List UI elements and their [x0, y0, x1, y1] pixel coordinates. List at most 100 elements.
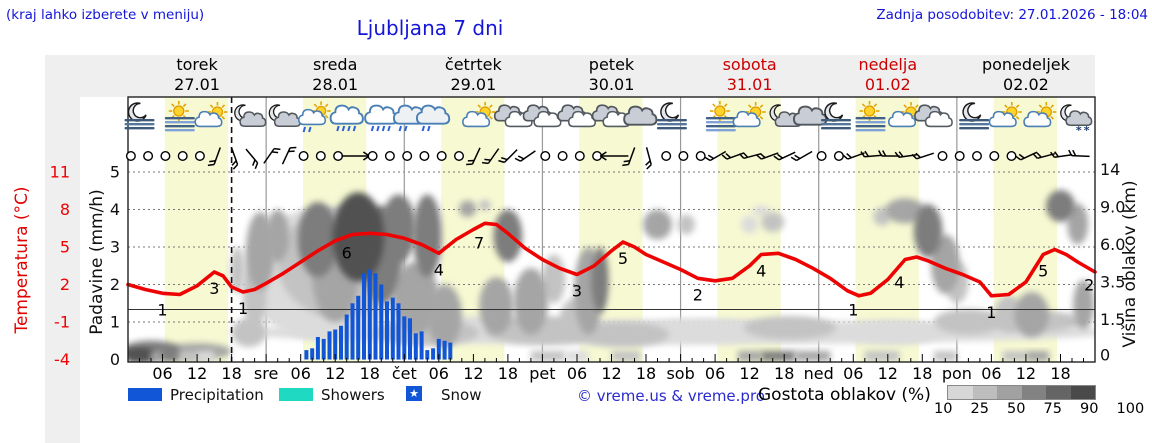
wind-calm-icon	[194, 150, 205, 161]
time-tick-label: 18	[636, 364, 656, 383]
density-tick-label: 25	[970, 401, 989, 417]
precipitation-bars	[304, 269, 453, 360]
wind-calm-icon	[333, 150, 344, 161]
day-abbr-label: sre	[254, 364, 278, 383]
density-tick-label: 50	[1007, 401, 1026, 417]
density-scale-segment	[948, 386, 973, 399]
wind-barb-icon	[1068, 149, 1090, 158]
day-date: 01.02	[865, 75, 911, 94]
temperature-curve	[126, 221, 1097, 298]
weather-icon-cloud-rain	[329, 104, 364, 132]
daylight-band	[164, 97, 229, 362]
day-date: 28.01	[312, 75, 358, 94]
weather-icon-sun-cloud	[732, 102, 766, 128]
density-scale-segment	[1046, 386, 1071, 399]
wind-barb-icon	[514, 150, 536, 162]
wind-calm-icon	[989, 150, 1000, 161]
time-tick-label: 18	[774, 364, 794, 383]
cloud-height-tick: 14	[1100, 160, 1120, 179]
temp-tick: 2	[60, 275, 70, 294]
precip-tick: 3	[110, 238, 120, 257]
wind-barb-icon	[1050, 151, 1073, 158]
day-date: 02.02	[1003, 75, 1049, 94]
cloud-height-tick: 0	[1100, 346, 1110, 365]
wind-calm-icon	[402, 150, 413, 161]
wind-calm-icon	[540, 150, 551, 161]
density-tick-label: 10	[934, 401, 953, 417]
wind-barb-icon	[704, 150, 727, 162]
wind-barb-icon	[645, 147, 652, 170]
weather-icon-sun-fog	[705, 101, 736, 132]
wind-calm-icon	[315, 150, 326, 161]
location-hint[interactable]: (kraj lahko izberete v meniju)	[6, 7, 205, 23]
density-tick-label: 75	[1043, 401, 1062, 417]
weather-icon-moon-fog	[959, 102, 990, 130]
wind-barb-icon	[207, 147, 221, 167]
temperature-label: 7	[474, 233, 484, 252]
time-tick-label: 06	[567, 364, 587, 383]
time-tick-label: 06	[152, 364, 172, 383]
weather-icon-moon-cloud-snow: * *	[1060, 104, 1093, 137]
day-name: petek	[589, 55, 635, 74]
wind-barb-icon	[622, 147, 636, 167]
time-tick-label: 12	[325, 364, 345, 383]
wind-barb-icon	[878, 150, 900, 157]
wind-calm-icon	[1006, 150, 1017, 161]
temperature-label: 1	[157, 300, 167, 319]
snow-star-icon: ★	[409, 387, 419, 400]
temperature-label: 6	[342, 244, 352, 263]
copyright-link[interactable]: © vreme.us & vreme.pro	[577, 387, 765, 405]
wind-calm-icon	[454, 150, 465, 161]
temperature-label: 4	[894, 273, 904, 292]
density-scale-segment	[1021, 386, 1046, 399]
temp-tick: 8	[60, 200, 70, 219]
cloud-height-tick: 3.5	[1100, 273, 1125, 292]
precip-tick: 4	[110, 200, 120, 219]
cloud-cover-layer	[128, 190, 1095, 361]
svg-text:* *: * *	[1076, 124, 1090, 137]
last-update-label: Zadnja posodobitev: 27.01.2026 - 18:04	[876, 7, 1148, 23]
precip-tick: 0	[110, 350, 120, 369]
wind-barb-icon	[482, 148, 500, 165]
wind-barb-icon	[738, 152, 762, 160]
cloud-height-tick: 1.5	[1100, 310, 1125, 329]
wind-calm-icon	[436, 150, 447, 161]
wind-calm-icon	[678, 150, 689, 161]
weather-icon-moon-cloud	[234, 104, 267, 127]
wind-barb-icon	[466, 147, 481, 166]
wind-calm-icon	[592, 150, 603, 161]
cloud-density-tick-labels: 10 25 50 75 90 100	[930, 401, 1145, 417]
temperature-label: 5	[1038, 262, 1048, 281]
legend-snow-swatch: ★	[406, 386, 422, 401]
cloud-height-tick: 6.0	[1100, 235, 1125, 254]
weather-icon-sun-cloud	[462, 102, 496, 128]
wind-calm-icon	[298, 150, 309, 161]
wind-barb-icon	[498, 149, 518, 164]
wind-barb-icon	[263, 147, 281, 164]
weather-icon-sun-fog	[855, 101, 886, 132]
wind-calm-icon	[419, 150, 430, 161]
weather-icon-sun-cloud	[988, 102, 1022, 128]
time-tick-label: 12	[601, 364, 621, 383]
wind-calm-icon	[833, 150, 844, 161]
wind-calm-icon	[367, 150, 378, 161]
weather-icon-cloud	[792, 105, 828, 126]
temp-tick: -4	[54, 350, 70, 369]
time-tick-label: 12	[187, 364, 207, 383]
temperature-label: 1	[238, 299, 248, 318]
density-scale-segment	[1070, 386, 1095, 399]
time-tick-label: 18	[498, 364, 518, 383]
temp-tick: -1	[54, 313, 70, 332]
time-tick-label: 18	[912, 364, 932, 383]
day-date: 30.01	[589, 75, 635, 94]
day-abbr-label: pet	[529, 364, 555, 383]
density-scale-segment	[997, 386, 1022, 399]
day-date: 31.01	[727, 75, 773, 94]
day-abbr-label: pon	[942, 364, 972, 383]
temperature-label: 4	[756, 262, 766, 281]
precip-tick: 1	[110, 313, 120, 332]
density-scale-segment	[972, 386, 997, 399]
left-axis-band	[45, 55, 80, 443]
weather-icon-moon-cloud	[268, 104, 301, 127]
